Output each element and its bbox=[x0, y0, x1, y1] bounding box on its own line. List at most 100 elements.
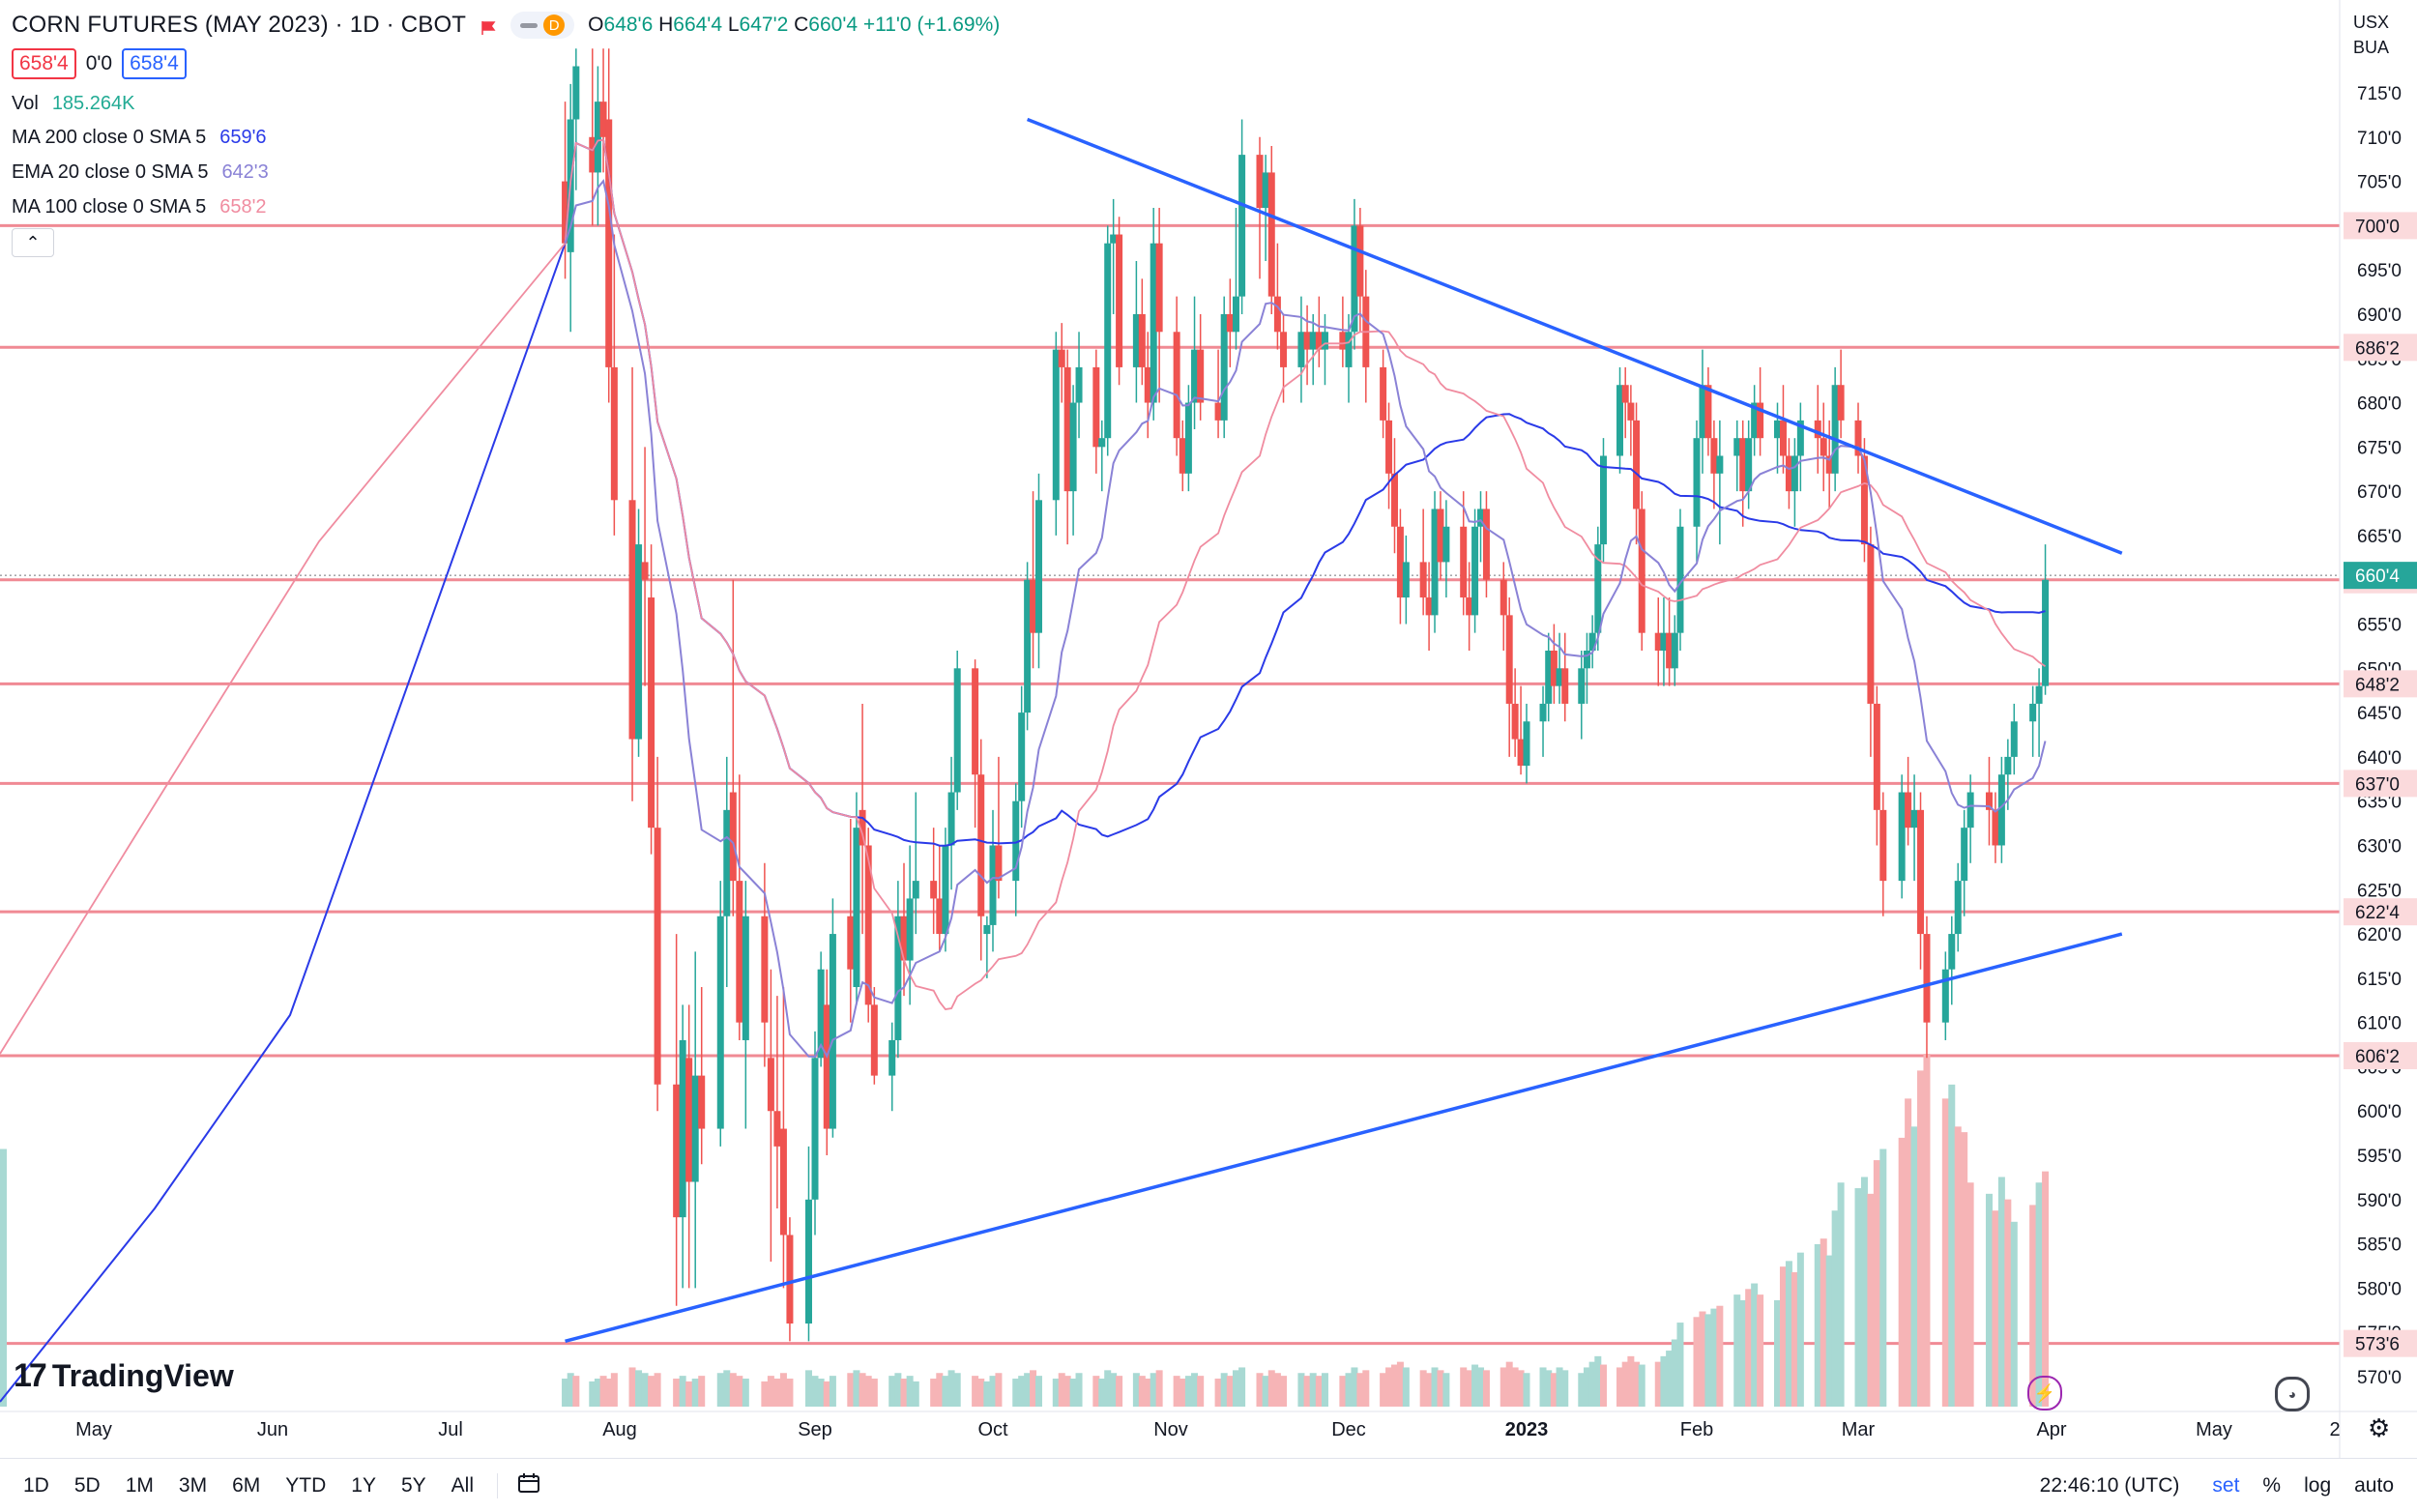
candle-body bbox=[1616, 385, 1624, 456]
volume-bar bbox=[635, 1370, 643, 1407]
candle-body bbox=[1339, 332, 1347, 350]
indicator-volume[interactable]: Vol 185.264K bbox=[12, 93, 135, 114]
candle-body bbox=[761, 916, 769, 1023]
gear-icon[interactable]: ⚙ bbox=[2368, 1413, 2391, 1442]
calendar-range-icon[interactable] bbox=[517, 1472, 540, 1499]
lightning-icon[interactable]: ⚡ bbox=[2027, 1376, 2062, 1410]
utc-clock[interactable]: 22:46:10 (UTC) bbox=[2039, 1473, 2180, 1497]
level-price-tag bbox=[2344, 670, 2417, 698]
flag-icon[interactable] bbox=[480, 16, 497, 35]
candle-body bbox=[1437, 509, 1444, 563]
candle-body bbox=[1460, 526, 1468, 598]
candle-body bbox=[1471, 526, 1479, 616]
status-pill[interactable]: D bbox=[510, 12, 575, 39]
candle-body bbox=[1309, 332, 1317, 350]
auto-scale-button[interactable]: auto bbox=[2354, 1473, 2394, 1497]
range-1m[interactable]: 1M bbox=[125, 1473, 154, 1497]
volume-bar bbox=[1339, 1376, 1347, 1407]
candle-body bbox=[1466, 597, 1473, 616]
candle-body bbox=[995, 845, 1003, 882]
range-5y[interactable]: 5Y bbox=[400, 1473, 426, 1497]
volume-bar bbox=[729, 1373, 737, 1407]
range-5d[interactable]: 5D bbox=[73, 1473, 101, 1497]
candle-body bbox=[572, 66, 580, 120]
time-axis[interactable]: May Jun Jul Aug Sep Oct Nov Dec 2023 Feb Mar Apr May… bbox=[0, 1410, 2417, 1440]
candle-body bbox=[1132, 313, 1140, 367]
buy-price-button[interactable]: 658'4 bbox=[122, 48, 187, 79]
candle-body bbox=[1425, 597, 1433, 616]
log-scale-button[interactable]: log bbox=[2304, 1473, 2332, 1497]
range-ytd[interactable]: YTD bbox=[285, 1473, 327, 1497]
candle-body bbox=[1879, 809, 1887, 882]
candle-body bbox=[2004, 756, 2012, 775]
volume-bar bbox=[628, 1367, 636, 1407]
candle-body bbox=[723, 809, 731, 916]
candle-body bbox=[2042, 579, 2050, 686]
volume-bar bbox=[1214, 1379, 1222, 1407]
volume-bar bbox=[1356, 1373, 1364, 1407]
sell-price-button[interactable]: 658'4 bbox=[12, 48, 76, 79]
volume-bar bbox=[1380, 1373, 1387, 1407]
range-6m[interactable]: 6M bbox=[232, 1473, 261, 1497]
range-all[interactable]: All bbox=[451, 1473, 474, 1497]
candle-body bbox=[1831, 385, 1839, 474]
indicator-ema20[interactable]: EMA 20 close 0 SMA 5 642'3 bbox=[12, 161, 269, 183]
range-3m[interactable]: 3M bbox=[178, 1473, 208, 1497]
volume-bar bbox=[1898, 1137, 1906, 1407]
volume-bar bbox=[947, 1370, 955, 1407]
candle-body bbox=[1785, 455, 1792, 492]
range-1d[interactable]: 1D bbox=[23, 1473, 49, 1497]
price-chart[interactable]: 570'0575'0580'0585'0590'0595'0600'0605'0… bbox=[0, 0, 2417, 1458]
divider bbox=[497, 1472, 498, 1498]
candle-body bbox=[1905, 792, 1912, 829]
candle-body bbox=[599, 102, 607, 137]
indicator-ma100[interactable]: MA 100 close 0 SMA 5 658'2 bbox=[12, 196, 267, 218]
price-tick-label: 620'0 bbox=[2357, 925, 2402, 945]
candle-body bbox=[1774, 420, 1781, 439]
volume-bar bbox=[1482, 1370, 1490, 1407]
volume-bar bbox=[977, 1379, 985, 1407]
price-tick-label: 680'0 bbox=[2357, 394, 2402, 415]
candle-body bbox=[1024, 579, 1032, 713]
volume-bar bbox=[983, 1381, 991, 1407]
symbol-title[interactable]: CORN FUTURES (MAY 2023) · 1D · CBOT bbox=[12, 12, 467, 38]
trendlines[interactable] bbox=[565, 117, 2123, 1344]
volume-bar bbox=[0, 1149, 7, 1407]
percent-scale-button[interactable]: % bbox=[2262, 1473, 2282, 1497]
volume-bar bbox=[804, 1370, 812, 1407]
volume-bar bbox=[1556, 1367, 1563, 1407]
volume-bar bbox=[1018, 1376, 1026, 1407]
candle-body bbox=[1523, 721, 1530, 767]
volume-bar bbox=[1583, 1367, 1590, 1407]
candle-body bbox=[1012, 800, 1020, 882]
candle-body bbox=[1779, 420, 1787, 456]
indicator-ma200[interactable]: MA 200 close 0 SMA 5 659'6 bbox=[12, 127, 267, 148]
candle-body bbox=[1390, 473, 1398, 527]
gauge-icon[interactable]: ◕ bbox=[2275, 1377, 2310, 1411]
volume-bar bbox=[786, 1379, 794, 1407]
tradingview-logo[interactable]: 17 TradingView bbox=[14, 1357, 234, 1394]
volume-bar bbox=[829, 1376, 836, 1407]
volume-bar bbox=[1599, 1364, 1607, 1407]
candle-body bbox=[1539, 703, 1547, 722]
collapse-legend-button[interactable]: ⌃ bbox=[12, 228, 54, 257]
candle-body bbox=[1315, 332, 1323, 350]
volume-bar bbox=[1693, 1317, 1701, 1407]
time-tick-label: Nov bbox=[1153, 1419, 1188, 1440]
candle-body bbox=[1226, 313, 1234, 333]
price-tick-label: 635'0 bbox=[2357, 793, 2402, 813]
volume-bar bbox=[1116, 1376, 1123, 1407]
candle-body bbox=[1791, 455, 1798, 492]
horizontal-levels[interactable] bbox=[0, 223, 2340, 1346]
volume-bar bbox=[1716, 1305, 1724, 1407]
volume-bar bbox=[1309, 1373, 1317, 1407]
candle-body bbox=[864, 845, 872, 1005]
candle-body bbox=[936, 898, 944, 935]
candle-body bbox=[972, 668, 979, 775]
currency-unit-labels[interactable]: USX BUA bbox=[2353, 10, 2389, 60]
volume-bar bbox=[2004, 1199, 2012, 1407]
volume-bar bbox=[1739, 1299, 1747, 1407]
set-button[interactable]: set bbox=[2212, 1473, 2240, 1497]
candle-body bbox=[1757, 402, 1764, 439]
range-1y[interactable]: 1Y bbox=[351, 1473, 376, 1497]
